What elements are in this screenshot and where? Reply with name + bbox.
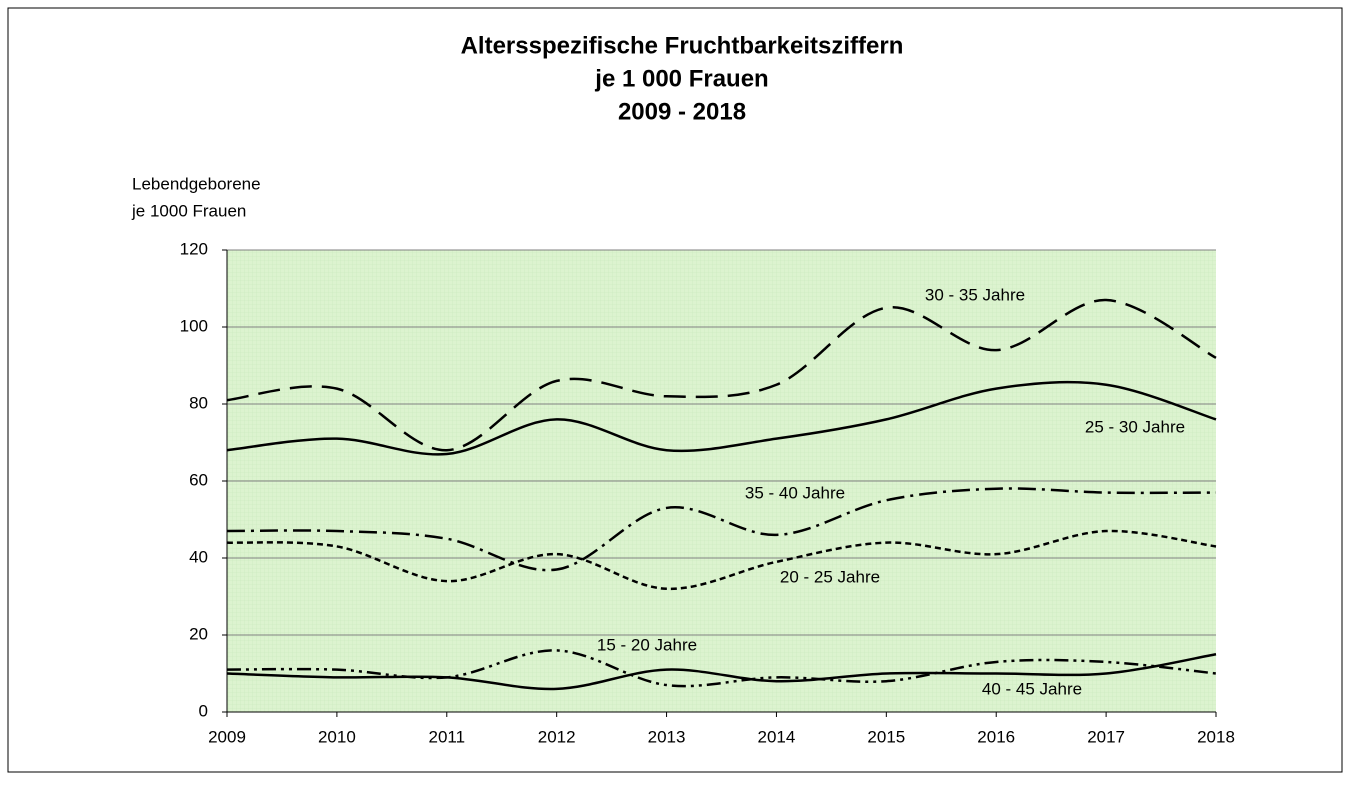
x-tick-label: 2014: [758, 727, 796, 746]
line-label: 30 - 35 Jahre: [925, 285, 1025, 304]
x-tick-label: 2018: [1197, 727, 1235, 746]
y-tick-label: 120: [180, 239, 208, 258]
y-tick-label: 20: [189, 624, 208, 643]
line: [226, 380, 1217, 456]
y-tick-label: 60: [189, 470, 208, 489]
x-tick-label: 2012: [538, 727, 576, 746]
line-label: 25 - 30 Jahre: [1085, 417, 1185, 436]
line: [226, 529, 1217, 591]
chart-title: je 1 000 Frauen: [594, 65, 768, 92]
line-label: 40 - 45 Jahre: [982, 679, 1082, 698]
line-label: 15 - 20 Jahre: [597, 635, 697, 654]
chart-title: Altersspezifische Fruchtbarkeitsziffern: [461, 32, 904, 59]
y-axis-label: Lebendgeborene: [132, 174, 261, 193]
x-tick-label: 2011: [428, 727, 465, 746]
line-label: 35 - 40 Jahre: [745, 483, 845, 502]
x-tick-label: 2013: [648, 727, 686, 746]
line: [226, 487, 1217, 572]
line: [226, 653, 1217, 691]
line-label: 20 - 25 Jahre: [780, 567, 880, 586]
x-tick-label: 2009: [208, 727, 246, 746]
line: [226, 298, 1217, 452]
x-tick-label: 2017: [1087, 727, 1125, 746]
y-tick-label: 0: [199, 701, 208, 720]
y-tick-label: 40: [189, 547, 208, 566]
chart-title: 2009 - 2018: [618, 98, 746, 125]
x-tick-label: 2015: [867, 727, 905, 746]
x-tick-label: 2016: [977, 727, 1015, 746]
x-tick-label: 2010: [318, 727, 356, 746]
y-tick-label: 100: [180, 316, 208, 335]
y-axis-label: je 1000 Frauen: [131, 201, 246, 220]
y-tick-label: 80: [189, 393, 208, 412]
